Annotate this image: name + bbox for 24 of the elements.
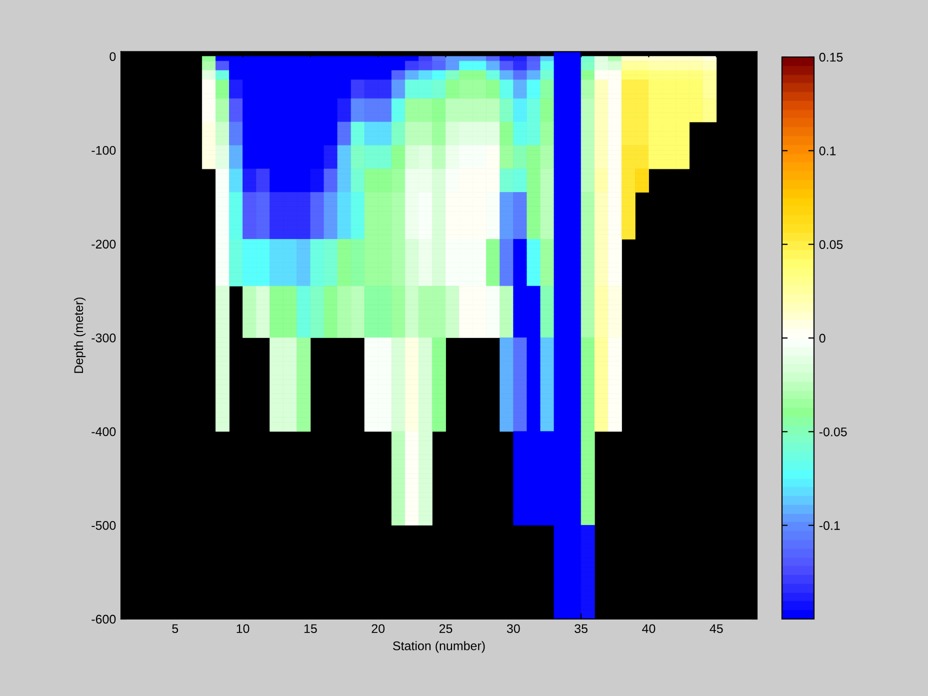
x-axis-title: Station (number) xyxy=(393,641,485,653)
color-bar-label: 0.05 xyxy=(819,240,843,249)
x-tick-label: 45 xyxy=(710,624,723,634)
y-tick-label: 0 xyxy=(110,52,116,62)
color-bar-label: 0.15 xyxy=(819,52,843,62)
color-bar-label: -0.05 xyxy=(819,427,847,436)
color-bar-label: -0.1 xyxy=(819,521,840,530)
y-tick-label: -100 xyxy=(92,146,116,155)
y-tick-label: -400 xyxy=(92,427,116,436)
y-tick-label: -500 xyxy=(92,521,116,530)
x-tick-label: 35 xyxy=(574,624,588,634)
y-tick-label: -300 xyxy=(92,333,116,342)
color-bar-label: 0 xyxy=(819,334,826,343)
x-tick-label: 30 xyxy=(506,624,520,634)
x-tick-label: 15 xyxy=(304,624,317,634)
x-tick-label: 5 xyxy=(172,624,178,634)
x-tick-label: 10 xyxy=(236,624,250,634)
x-tick-label: 25 xyxy=(439,624,452,634)
y-tick-label: -200 xyxy=(92,240,116,249)
color-bar-label: 0.1 xyxy=(819,146,836,156)
y-axis-title: Depth (meter) xyxy=(74,298,86,373)
y-tick-label: -600 xyxy=(92,614,116,624)
x-tick-label: 20 xyxy=(372,624,385,634)
x-tick-label: 40 xyxy=(642,624,656,634)
